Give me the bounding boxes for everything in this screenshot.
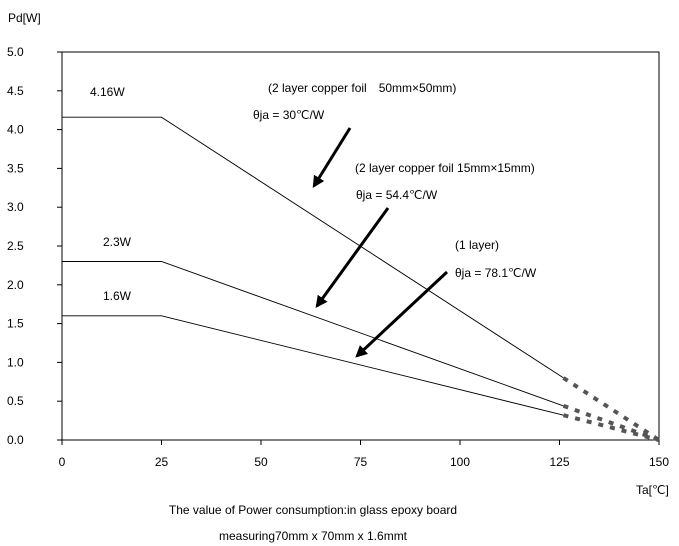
x-tick-label: 25	[155, 455, 169, 469]
y-tick-label: 3.5	[7, 161, 24, 175]
annotation-arrow	[355, 270, 449, 358]
caption-line-2: measuring70mm x 70mm x 1.6mmt	[219, 529, 408, 543]
annotation-3-line1: (1 layer)	[455, 238, 499, 252]
caption-line-1: The value of Power consumption:in glass …	[169, 503, 457, 517]
y-tick-label: 4.0	[7, 123, 24, 137]
series-dashed-extension	[562, 413, 660, 442]
series-line	[62, 116, 564, 379]
annotation-arrow	[312, 127, 352, 189]
series-line	[62, 261, 564, 407]
series-line	[62, 315, 564, 416]
series-label: 1.6W	[103, 289, 132, 303]
y-tick-label: 0.0	[7, 433, 24, 447]
annotation-arrow	[315, 207, 390, 308]
series-dashed-extension	[562, 403, 660, 442]
annotation-2-line1: (2 layer copper foil 15mm×15mm)	[355, 161, 535, 175]
x-tick-label: 50	[254, 455, 268, 469]
series-label: 2.3W	[103, 235, 132, 249]
x-tick-label: 150	[649, 455, 669, 469]
y-tick-label: 1.5	[7, 317, 24, 331]
y-axis-title: Pd[W]	[8, 11, 41, 25]
y-tick-label: 2.0	[7, 278, 24, 292]
y-tick-label: 5.0	[7, 45, 24, 59]
x-tick-label: 0	[59, 455, 66, 469]
series-label: 4.16W	[90, 85, 125, 99]
y-tick-label: 2.5	[7, 239, 24, 253]
x-tick-label: 75	[354, 455, 368, 469]
annotation-2-line2: θja = 54.4℃/W	[356, 188, 438, 202]
x-axis-title: Ta[℃]	[636, 483, 669, 497]
x-tick-label: 100	[450, 455, 470, 469]
y-tick-label: 1.0	[7, 355, 24, 369]
y-tick-label: 3.0	[7, 200, 24, 214]
x-tick-label: 125	[549, 455, 569, 469]
y-tick-label: 4.5	[7, 84, 24, 98]
y-tick-label: 0.5	[7, 394, 24, 408]
annotation-1-line1: (2 layer copper foil 50mm×50mm)	[268, 81, 456, 95]
annotation-1-line2: θja = 30℃/W	[253, 108, 325, 122]
annotation-3-line2: θja = 78.1℃/W	[455, 266, 537, 280]
